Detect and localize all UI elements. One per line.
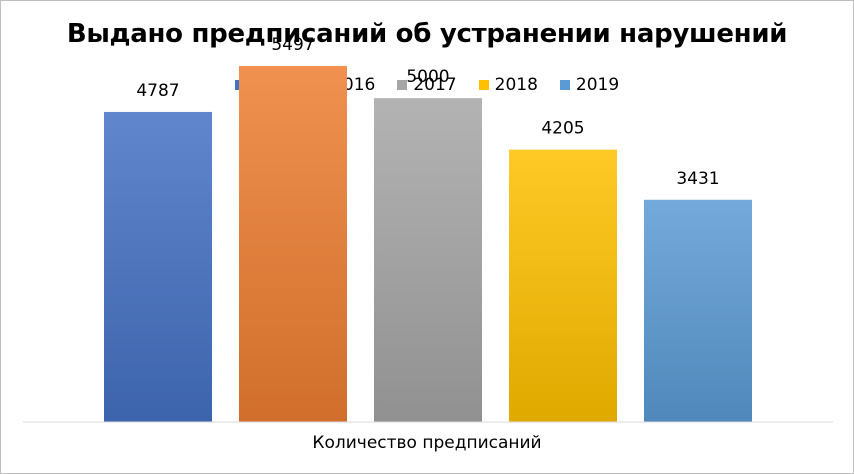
legend-swatch-2019 (559, 80, 570, 90)
bar-2015 (104, 111, 212, 422)
legend-swatch-2018 (478, 80, 489, 90)
bar-2018 (509, 149, 617, 422)
bar-2016 (239, 65, 347, 423)
chart-title: Выдано предписаний об устранении нарушен… (66, 19, 788, 49)
data-label-2017: 5000 (406, 67, 449, 87)
data-label-2018: 4205 (541, 119, 584, 139)
legend-label-2019: 2019 (575, 75, 620, 95)
legend-item-2017: 2017 (397, 75, 457, 95)
legend-label-2018: 2018 (494, 75, 538, 95)
legend-swatch-2017 (397, 80, 408, 90)
bar-2019 (644, 199, 752, 422)
data-label-2015: 4787 (136, 81, 179, 101)
legend-label-2017: 2017 (413, 75, 457, 95)
bar-2017 (374, 98, 482, 423)
x-axis-category-label: Количество предписаний (312, 433, 542, 453)
data-label-2016: 5497 (271, 35, 314, 55)
data-label-2019: 3431 (676, 169, 719, 189)
legend-item-2019: 2019 (559, 75, 620, 95)
legend-item-2018: 2018 (478, 75, 538, 95)
